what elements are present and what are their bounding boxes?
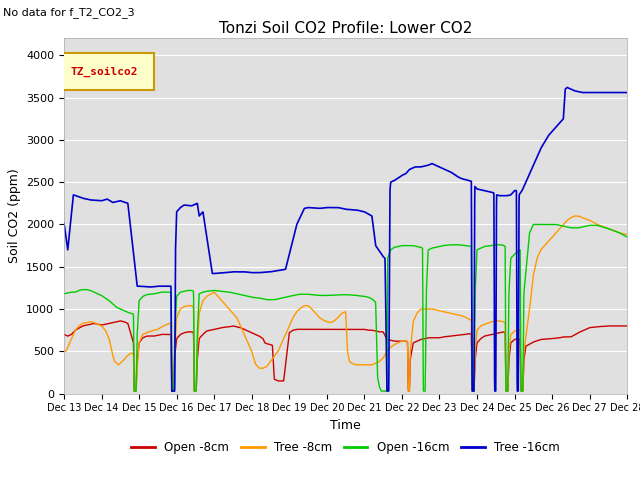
X-axis label: Time: Time (330, 419, 361, 432)
FancyBboxPatch shape (61, 53, 154, 90)
Text: TZ_soilco2: TZ_soilco2 (71, 66, 138, 76)
Y-axis label: Soil CO2 (ppm): Soil CO2 (ppm) (8, 168, 20, 264)
Legend: Open -8cm, Tree -8cm, Open -16cm, Tree -16cm: Open -8cm, Tree -8cm, Open -16cm, Tree -… (127, 436, 564, 459)
Text: No data for f_T2_CO2_3: No data for f_T2_CO2_3 (3, 7, 135, 18)
Title: Tonzi Soil CO2 Profile: Lower CO2: Tonzi Soil CO2 Profile: Lower CO2 (219, 21, 472, 36)
